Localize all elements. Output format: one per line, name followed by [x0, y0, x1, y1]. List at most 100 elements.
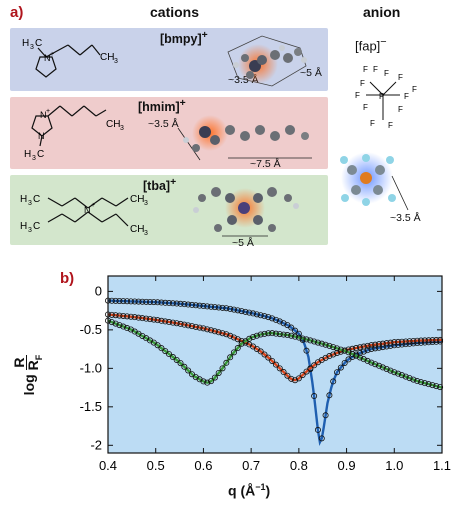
x-tick-label: 0.4	[99, 458, 117, 473]
data-point-2	[108, 319, 115, 326]
data-point-1	[414, 337, 421, 344]
svg-text:3: 3	[28, 200, 32, 207]
data-point-0	[120, 298, 127, 305]
data-point-1	[269, 357, 276, 364]
data-point-0	[173, 300, 180, 307]
data-point-2	[318, 340, 325, 347]
panel-a-label: a)	[10, 4, 24, 21]
data-point-1	[154, 317, 161, 324]
data-point-2	[421, 380, 428, 387]
fap-dim-1: ~3.5 Å	[390, 212, 421, 224]
tba-structure	[47, 197, 129, 227]
data-point-2	[314, 339, 321, 346]
data-point-1	[219, 330, 226, 337]
bmpy-name: [bmpy]+	[160, 30, 208, 46]
data-point-2	[284, 332, 291, 339]
data-point-1	[181, 321, 188, 328]
data-point-1	[421, 337, 428, 344]
svg-text:F: F	[388, 121, 393, 130]
data-point-0	[139, 298, 146, 305]
y-tick-label: -2	[90, 437, 102, 452]
data-point-1	[364, 342, 371, 349]
data-point-0	[124, 298, 131, 305]
data-point-2	[303, 336, 310, 343]
cations-header: cations	[150, 4, 200, 20]
data-point-2	[280, 331, 287, 338]
data-point-2	[219, 365, 226, 372]
data-point-2	[341, 347, 348, 354]
data-point-1	[372, 341, 379, 348]
data-point-0	[185, 301, 192, 308]
data-point-0	[368, 345, 375, 352]
data-point-0	[135, 298, 142, 305]
data-point-2	[295, 334, 302, 341]
data-point-2	[372, 361, 379, 368]
data-point-2	[276, 331, 283, 338]
data-point-0	[326, 392, 333, 399]
data-point-2	[246, 335, 253, 342]
data-point-0	[211, 304, 218, 311]
data-point-1	[185, 322, 192, 329]
svg-text:F: F	[355, 91, 360, 100]
data-point-0	[127, 298, 134, 305]
data-point-0	[150, 299, 157, 306]
data-point-2	[322, 341, 329, 348]
data-point-1	[150, 316, 157, 323]
data-point-1	[402, 338, 409, 345]
data-point-2	[299, 335, 306, 342]
data-point-1	[353, 345, 360, 352]
data-point-0	[322, 412, 329, 419]
svg-text:F: F	[398, 73, 403, 82]
data-point-1	[303, 368, 310, 375]
data-point-0	[154, 299, 161, 306]
data-point-2	[387, 367, 394, 374]
data-point-2	[208, 378, 215, 385]
data-point-0	[215, 304, 222, 311]
data-point-1	[330, 351, 337, 358]
data-point-0	[162, 299, 169, 306]
panel-b-label: b)	[60, 270, 75, 287]
data-point-2	[169, 354, 176, 361]
svg-text:3: 3	[28, 227, 32, 234]
data-point-1	[368, 342, 375, 349]
data-point-0	[265, 314, 272, 321]
data-point-2	[173, 356, 180, 363]
svg-text:3: 3	[32, 155, 36, 162]
hmim-dim-2: ~7.5 Å	[250, 158, 281, 170]
x-tick-label: 1.0	[385, 458, 403, 473]
data-point-1	[284, 372, 291, 379]
bmpy-charge: +	[201, 30, 208, 41]
data-point-1	[261, 351, 268, 358]
data-point-1	[360, 343, 367, 350]
svg-text:N: N	[38, 131, 45, 141]
fap-structure	[366, 81, 400, 120]
data-point-0	[330, 378, 337, 385]
data-point-0	[288, 324, 295, 331]
data-point-0	[269, 315, 276, 322]
data-point-2	[120, 323, 127, 330]
svg-text:F: F	[360, 79, 365, 88]
data-point-0	[334, 369, 341, 376]
data-point-1	[116, 312, 123, 319]
data-point-2	[177, 360, 184, 367]
data-point-1	[379, 340, 386, 347]
data-point-0	[272, 316, 279, 323]
svg-text:N: N	[44, 53, 51, 63]
svg-text:F: F	[370, 119, 375, 128]
data-point-2	[124, 325, 131, 332]
data-point-0	[223, 305, 230, 312]
data-point-0	[292, 327, 299, 334]
data-point-2	[414, 378, 421, 385]
data-point-1	[265, 354, 272, 361]
data-point-0	[181, 301, 188, 308]
data-point-0	[146, 298, 153, 305]
data-point-2	[116, 322, 123, 329]
data-point-1	[387, 339, 394, 346]
data-point-1	[166, 319, 173, 326]
data-point-2	[330, 344, 337, 351]
data-point-1	[272, 361, 279, 368]
hmim-dim-1: ~3.5 Å	[148, 118, 179, 130]
bmpy-dim-2: ~5 Å	[300, 67, 322, 79]
